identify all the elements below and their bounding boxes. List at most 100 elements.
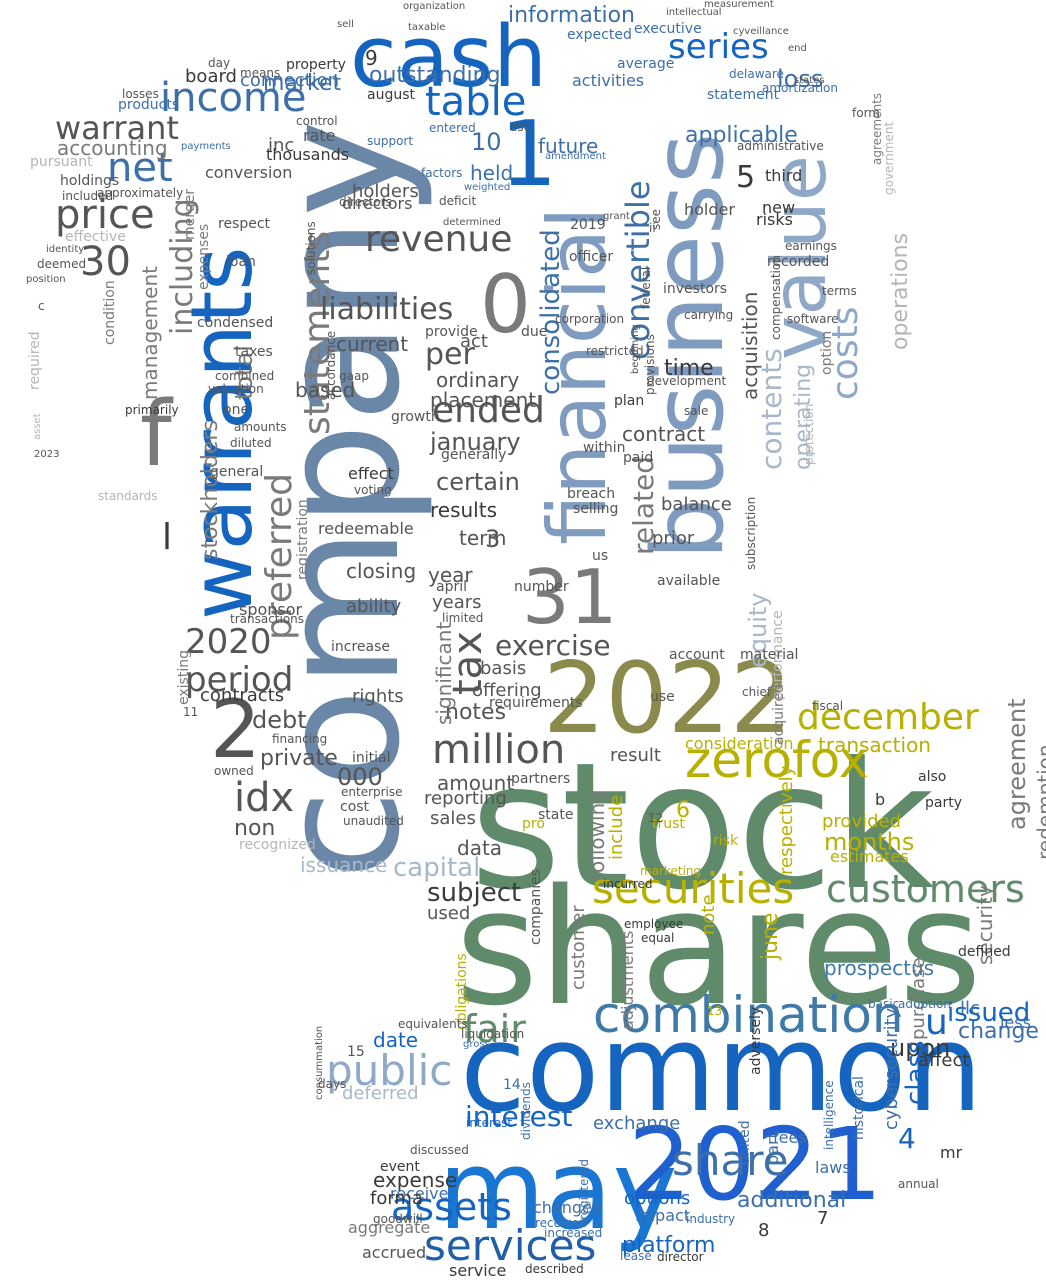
word-thousands: thousands <box>266 145 350 164</box>
word-include: include <box>606 794 627 860</box>
word-days: days <box>318 1077 347 1091</box>
word-service: service <box>449 1261 507 1280</box>
word-prospectus: prospectus <box>824 956 935 980</box>
word-transactions: transactions <box>230 612 305 626</box>
word-basis: basis <box>480 658 527 679</box>
word-holders: holders <box>352 181 419 202</box>
word-amounts: amounts <box>234 420 287 434</box>
word-entered: entered <box>429 121 476 135</box>
word-property: property <box>286 57 346 73</box>
word-current: current <box>336 332 409 356</box>
word-asset: asset <box>32 413 43 440</box>
word-combined: combined <box>215 369 275 383</box>
word-industry: industry <box>686 1212 736 1226</box>
word-million: million <box>432 727 566 773</box>
word-data: data <box>457 836 503 860</box>
word-years: years <box>432 592 482 613</box>
word-plan: plan <box>614 393 645 409</box>
word-placement: placement <box>430 388 537 412</box>
word-equivalents: equivalents <box>398 1017 468 1031</box>
word-partners: partners <box>511 771 571 787</box>
word-table: table <box>425 79 527 125</box>
word-administrative: administrative <box>737 139 824 153</box>
word-f: f <box>140 382 172 487</box>
word-historical: historical <box>851 1076 867 1140</box>
word-december: december <box>797 697 979 738</box>
word-liquidation: liquidation <box>461 1027 525 1041</box>
word-acquisition: acquisition <box>738 291 762 400</box>
word-assets: assets <box>391 1185 512 1229</box>
word-2020: 2020 <box>185 622 272 662</box>
word-laws: laws <box>815 1158 851 1177</box>
word-means: means <box>240 66 281 80</box>
word-acquired: acquired <box>771 684 787 745</box>
word-issued: issued <box>947 998 1031 1028</box>
word-identity: identity <box>46 244 85 255</box>
word-idx: idx <box>234 775 295 821</box>
word-gross: gross <box>463 1039 490 1050</box>
word-within: within <box>583 440 626 456</box>
word-incurred: incurred <box>603 877 653 891</box>
word-financing: financing <box>272 732 328 746</box>
word-dividends: dividends <box>519 1082 533 1140</box>
word-notes: notes <box>445 700 507 725</box>
word-rate: rate <box>303 126 336 145</box>
word-ability: ability <box>346 596 402 617</box>
word-accrued: accrued <box>362 1243 427 1262</box>
word-11: 11 <box>183 705 199 719</box>
word-number: number <box>514 579 569 595</box>
word-august: august <box>367 87 415 103</box>
word-ordinary: ordinary <box>436 368 520 392</box>
word-deferred: deferred <box>342 1083 419 1104</box>
word-inc: inc <box>268 135 295 156</box>
word-date: date <box>373 1028 419 1052</box>
word-solutions: solutions <box>304 221 318 275</box>
word-subject: subject <box>427 878 522 908</box>
word-employee: employee <box>624 917 684 931</box>
word-third: third <box>765 166 803 185</box>
word-3: 3 <box>485 525 501 553</box>
word-public: public <box>326 1046 453 1095</box>
word-software: software <box>787 312 839 326</box>
word-held: held <box>470 161 514 185</box>
word-contents: contents <box>755 348 788 470</box>
word-breach: breach <box>567 486 616 502</box>
word-time: time <box>664 356 714 381</box>
word-prior: prior <box>652 528 695 549</box>
word-per: per <box>425 337 475 372</box>
word-intellectual: intellectual <box>666 7 722 18</box>
word-form: form <box>852 106 880 120</box>
word-2019: 2019 <box>570 217 606 233</box>
word-cybersecurity: cybersecurity <box>881 1007 902 1130</box>
word-measurement: measurement <box>704 0 774 10</box>
word-offering: offering <box>472 680 542 701</box>
word-conversion: conversion <box>205 163 293 182</box>
word-primarily: primarily <box>125 403 179 417</box>
word-available: available <box>657 573 721 589</box>
word-operations: operations <box>888 232 913 350</box>
word-account: account <box>669 647 725 663</box>
word-expenses: expenses <box>196 223 212 290</box>
word-option: option <box>819 330 835 375</box>
word-position: position <box>26 274 66 285</box>
word-holder: holder <box>684 200 735 219</box>
word-customer: customer <box>568 905 589 990</box>
word-may: may <box>438 1126 678 1254</box>
word-platform: platform <box>622 1233 716 1258</box>
word-see: see <box>649 208 663 230</box>
word-options: options <box>624 1188 691 1209</box>
word-effect: effect <box>348 464 394 483</box>
word-defined: defined <box>958 944 1011 960</box>
word-condition: condition <box>102 280 118 345</box>
word-use: use <box>650 689 675 705</box>
word-7: 7 <box>817 1208 829 1229</box>
word-enterprise: enterprise <box>341 785 403 799</box>
word-paid: paid <box>623 450 654 466</box>
word-receive: receive <box>390 1184 449 1203</box>
word-requirements: requirements <box>489 695 583 711</box>
word-less: less <box>1000 1013 1031 1032</box>
word-ii: ii <box>649 221 656 235</box>
word-2022: 2022 <box>543 642 793 756</box>
word-selling: selling <box>573 501 619 517</box>
word-state: state <box>538 807 574 823</box>
